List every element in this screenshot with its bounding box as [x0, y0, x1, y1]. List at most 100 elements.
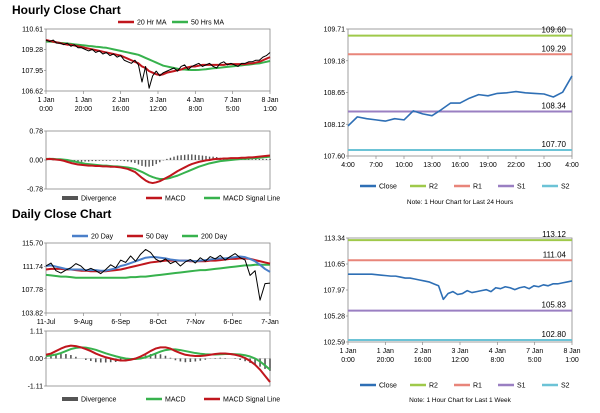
daily-week-legend-label: R1 — [473, 383, 482, 390]
hourly-50hr-ma-line — [46, 40, 271, 72]
daily-macd-ytick: -1.11 — [28, 384, 44, 391]
hourly-price-xtick: 1 Jan — [37, 97, 54, 104]
hourly-price-xtick: 2 Jan — [112, 97, 129, 104]
daily-macd-legend-label: Divergence — [81, 397, 117, 404]
hourly-price-legend-label: 20 Hr MA — [137, 20, 167, 27]
hourly-24h-xtick: 10:00 — [395, 162, 413, 169]
hourly-price-xtick: 1 Jan — [75, 97, 92, 104]
hourly-macd-signal-line — [46, 155, 271, 180]
daily-price-legend-label: 50 Day — [146, 234, 169, 241]
daily-macd-ytick: 0.00 — [29, 356, 43, 363]
daily-week-ytick: 105.28 — [324, 314, 346, 321]
daily-macd-legend-label: MACD Signal Line — [223, 397, 280, 404]
hourly-macd-legend-label: Divergence — [81, 196, 117, 203]
daily-week-xtick: 3 Jan — [451, 348, 468, 355]
daily-week-legend-label: R2 — [429, 383, 438, 390]
hourly-price-xtick: 16:00 — [112, 106, 130, 113]
hourly-price-frame — [45, 28, 271, 92]
daily-section-title: Daily Close Chart — [12, 207, 112, 221]
hourly-24h-legend-label: S1 — [517, 184, 526, 191]
hourly-price-xtick: 7 Jan — [224, 97, 241, 104]
daily-price-ytick: 115.70 — [22, 241, 43, 248]
daily-week-frame — [347, 237, 573, 343]
daily-price-ytick: 107.78 — [22, 287, 44, 294]
daily-price-legend-label: 20 Day — [91, 234, 114, 241]
daily-week-xtick: 20:00 — [377, 357, 395, 364]
daily-week-xtick: 4 Jan — [489, 348, 506, 355]
daily-price-xtick: 6-Sep — [111, 319, 130, 326]
hourly-macd-legend-label: MACD — [165, 196, 186, 203]
daily-macd-ytick: 1.11 — [30, 329, 43, 336]
daily-week-xtick: 1 Jan — [339, 348, 356, 355]
daily-week-ytick: 107.97 — [324, 288, 346, 295]
hourly-price-xtick: 8:00 — [189, 106, 203, 113]
daily-r2-line-label: 113.12 — [542, 230, 566, 239]
hourly-24h-xtick: 4:00 — [341, 162, 355, 169]
hourly-price-xtick: 3 Jan — [149, 97, 166, 104]
daily-price-xtick: 7-Jan — [261, 319, 279, 326]
daily-week-xtick: 5:00 — [528, 357, 542, 364]
hourly-24h-xtick: 22:00 — [507, 162, 525, 169]
hourly-24h-xtick: 16:00 — [451, 162, 469, 169]
daily-s1-line-label: 105.83 — [542, 301, 567, 310]
daily-week-xtick: 2 Jan — [414, 348, 431, 355]
daily-price-xtick: 8-Oct — [149, 319, 166, 326]
hourly-24h-xtick: 4:00 — [565, 162, 579, 169]
hourly-price-xtick: 4 Jan — [187, 97, 204, 104]
hourly-s1-line-label: 108.34 — [542, 101, 567, 110]
hourly-price-line — [45, 39, 271, 89]
hourly-price-legend-label: 50 Hrs MA — [191, 20, 224, 27]
daily-20day-line — [45, 255, 271, 273]
hourly-24h-legend-label: S2 — [561, 184, 570, 191]
daily-price-legend-label: 200 Day — [201, 234, 228, 241]
hourly-r2-line-label: 109.60 — [542, 26, 567, 35]
hourly-r1-line-label: 109.29 — [542, 44, 567, 53]
hourly-24h-legend-label: R2 — [429, 184, 438, 191]
daily-week-legend-label: Close — [379, 383, 397, 390]
hourly-24h-close-line — [347, 75, 573, 127]
daily-week-legend-label: S2 — [561, 383, 570, 390]
daily-week-xtick: 16:00 — [414, 357, 432, 364]
hourly-macd-ytick: 0.78 — [29, 129, 43, 136]
hourly-macd-legend-label: MACD Signal Line — [223, 196, 280, 203]
hourly-24h-ytick: 109.18 — [324, 58, 346, 65]
hourly-section-title: Hourly Close Chart — [12, 3, 121, 17]
daily-week-xtick: 0:00 — [341, 357, 355, 364]
daily-price-xtick: 7-Nov — [186, 319, 205, 326]
hourly-price-xtick: 12:00 — [149, 106, 167, 113]
daily-price-xtick: 6-Dec — [223, 319, 242, 326]
hourly-price-ytick: 109.28 — [22, 47, 44, 54]
daily-week-close-line — [348, 273, 573, 301]
daily-week-ytick: 110.65 — [324, 262, 345, 269]
hourly-24h-legend-label: Close — [379, 184, 397, 191]
daily-price-line — [45, 248, 271, 301]
daily-week-xtick: 8 Jan — [563, 348, 580, 355]
daily-week-xtick: 8:00 — [491, 357, 505, 364]
daily-week-note: Note: 1 Hour Chart for Last 1 Week — [409, 397, 512, 404]
hourly-price-xtick: 1:00 — [263, 106, 277, 113]
hourly-macd-ytick: 0.00 — [29, 158, 43, 165]
hourly-24h-xtick: 1:00 — [537, 162, 551, 169]
daily-week-xtick: 1 Jan — [377, 348, 394, 355]
hourly-24h-ytick: 108.65 — [324, 90, 346, 97]
hourly-macd-line — [45, 154, 271, 185]
daily-week-ytick: 113.34 — [324, 236, 345, 243]
hourly-price-ytick: 107.95 — [22, 68, 44, 75]
hourly-24h-xtick: 19:00 — [479, 162, 497, 169]
hourly-24h-ytick: 107.60 — [324, 154, 346, 161]
daily-price-ytick: 103.82 — [22, 311, 44, 318]
daily-macd-legend-label: MACD — [165, 397, 186, 404]
daily-200day-line — [45, 263, 270, 279]
hourly-price-xtick: 20:00 — [75, 106, 93, 113]
daily-week-legend-label: S1 — [517, 383, 526, 390]
daily-week-xtick: 12:00 — [451, 357, 469, 364]
daily-price-xtick: 9-Aug — [74, 319, 93, 326]
daily-week-xtick: 7 Jan — [526, 348, 543, 355]
daily-s2-line-label: 102.80 — [542, 330, 567, 339]
hourly-24h-legend-label: R1 — [473, 184, 482, 191]
hourly-price-ytick: 110.61 — [22, 27, 43, 34]
hourly-24h-ytick: 108.12 — [324, 122, 346, 129]
daily-price-xtick: 11-Jul — [37, 319, 56, 326]
hourly-24h-xtick: 7:00 — [369, 162, 383, 169]
